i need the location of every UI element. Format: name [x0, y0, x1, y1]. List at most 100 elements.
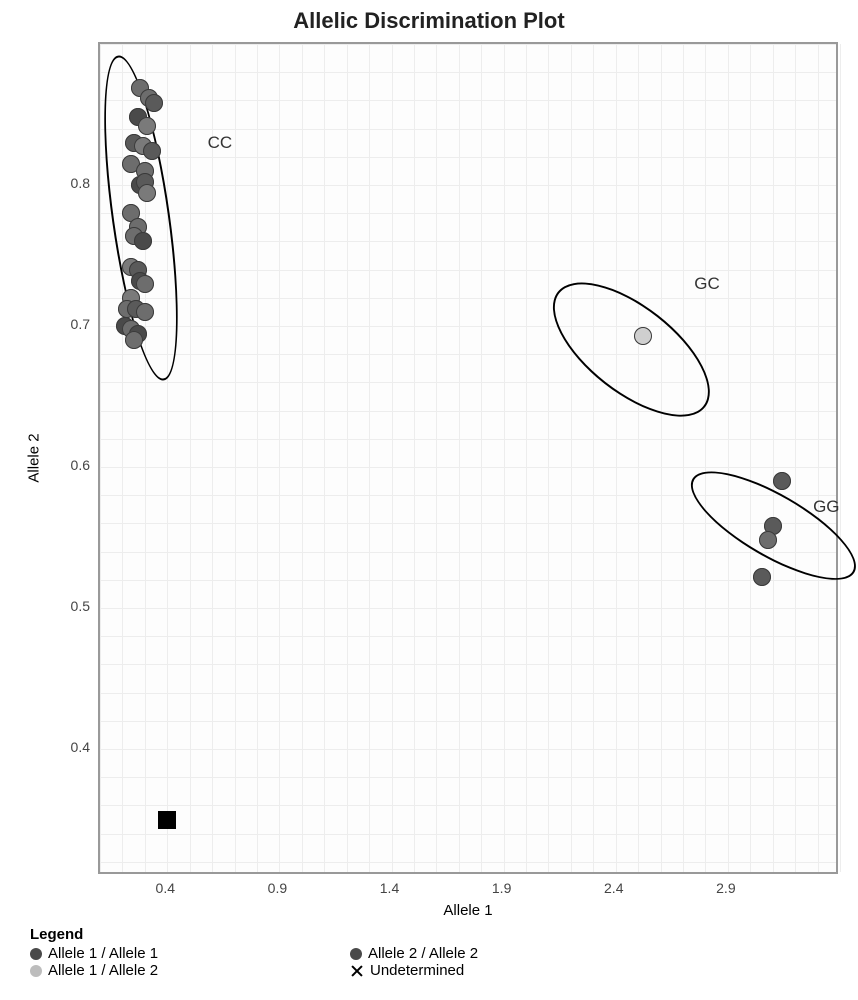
gridline-h	[100, 862, 836, 863]
legend-item: Allele 1 / Allele 2	[30, 962, 290, 979]
legend-label: Allele 1 / Allele 1	[48, 945, 158, 962]
circle-marker-icon	[350, 948, 362, 960]
gridline-h	[100, 44, 836, 45]
allelic-discrimination-plot-container: { "title": { "text": "Allelic Discrimina…	[0, 0, 858, 1000]
gridline-h	[100, 129, 836, 130]
data-point-cc	[143, 142, 161, 160]
gridline-v	[414, 44, 415, 872]
data-point-gg	[773, 472, 791, 490]
gridline-v	[167, 44, 168, 872]
gridline-v	[347, 44, 348, 872]
gridline-v	[481, 44, 482, 872]
gridline-h	[100, 467, 836, 468]
gridline-h	[100, 270, 836, 271]
x-axis-label: Allele 1	[443, 902, 492, 919]
gridline-v	[190, 44, 191, 872]
data-point-cc	[138, 184, 156, 202]
legend-label: Undetermined	[370, 962, 464, 979]
gridline-h	[100, 552, 836, 553]
x-tick-label: 2.4	[604, 880, 623, 896]
gridline-v	[683, 44, 684, 872]
plot-area: CC GC GG	[98, 42, 838, 874]
y-tick-label: 0.6	[60, 457, 90, 473]
legend-item: Undetermined	[350, 962, 610, 979]
data-point-cc	[134, 232, 152, 250]
legend-item: Allele 1 / Allele 1	[30, 945, 290, 962]
plot-title: Allelic Discrimination Plot	[0, 8, 858, 34]
data-point-gg	[759, 531, 777, 549]
gridline-v	[593, 44, 594, 872]
gridline-v	[235, 44, 236, 872]
cluster-label: GC	[694, 274, 720, 294]
gridline-v	[526, 44, 527, 872]
legend-item: Allele 2 / Allele 2	[350, 945, 610, 962]
gridline-v	[840, 44, 841, 872]
cluster-label: CC	[208, 133, 233, 153]
gridline-h	[100, 834, 836, 835]
data-point-ntc	[158, 811, 176, 829]
gridline-v	[728, 44, 729, 872]
legend: Legend Allele 1 / Allele 1Allele 2 / All…	[30, 926, 610, 979]
gridline-v	[773, 44, 774, 872]
x-tick-label: 0.4	[156, 880, 175, 896]
gridline-v	[638, 44, 639, 872]
gridline-h	[100, 777, 836, 778]
x-tick-label: 0.9	[268, 880, 287, 896]
gridline-h	[100, 241, 836, 242]
x-tick-label: 1.4	[380, 880, 399, 896]
gridline-v	[459, 44, 460, 872]
data-point-gg	[753, 568, 771, 586]
gridline-h	[100, 721, 836, 722]
gridline-h	[100, 749, 836, 750]
data-point-cc	[125, 331, 143, 349]
legend-row: Allele 1 / Allele 2 Undetermined	[30, 962, 610, 979]
plot-inner: CC GC GG	[100, 44, 836, 872]
gridline-h	[100, 298, 836, 299]
data-point-cc	[145, 94, 163, 112]
y-tick-label: 0.4	[60, 739, 90, 755]
gridline-h	[100, 72, 836, 73]
gridline-h	[100, 100, 836, 101]
legend-label: Allele 2 / Allele 2	[368, 945, 478, 962]
gridline-v	[750, 44, 751, 872]
gridline-h	[100, 664, 836, 665]
data-point-cc	[138, 117, 156, 135]
gridline-v	[616, 44, 617, 872]
gridline-v	[571, 44, 572, 872]
y-axis-label: Allele 2	[26, 433, 43, 482]
gridline-v	[369, 44, 370, 872]
gridline-h	[100, 354, 836, 355]
gridline-h	[100, 439, 836, 440]
y-tick-label: 0.5	[60, 598, 90, 614]
gridline-v	[100, 44, 101, 872]
gridline-v	[661, 44, 662, 872]
gridline-h	[100, 185, 836, 186]
gridline-v	[504, 44, 505, 872]
gridline-v	[795, 44, 796, 872]
gridline-v	[436, 44, 437, 872]
cluster-label: GG	[813, 497, 839, 517]
gridline-h	[100, 157, 836, 158]
y-tick-label: 0.8	[60, 175, 90, 191]
gridline-v	[324, 44, 325, 872]
gridline-h	[100, 608, 836, 609]
gridline-h	[100, 382, 836, 383]
gridline-h	[100, 411, 836, 412]
gridline-h	[100, 693, 836, 694]
legend-row: Allele 1 / Allele 1 Allele 2 / Allele 2	[30, 945, 610, 962]
gridline-v	[257, 44, 258, 872]
gridline-v	[302, 44, 303, 872]
gridline-v	[705, 44, 706, 872]
data-point-cc	[136, 275, 154, 293]
x-tick-label: 2.9	[716, 880, 735, 896]
circle-marker-icon	[30, 948, 42, 960]
data-point-gc	[634, 327, 652, 345]
gridline-h	[100, 636, 836, 637]
x-tick-label: 1.9	[492, 880, 511, 896]
gridline-v	[818, 44, 819, 872]
y-tick-label: 0.7	[60, 316, 90, 332]
gridline-v	[212, 44, 213, 872]
data-point-cc	[136, 303, 154, 321]
x-marker-icon	[350, 964, 364, 978]
gridline-v	[279, 44, 280, 872]
